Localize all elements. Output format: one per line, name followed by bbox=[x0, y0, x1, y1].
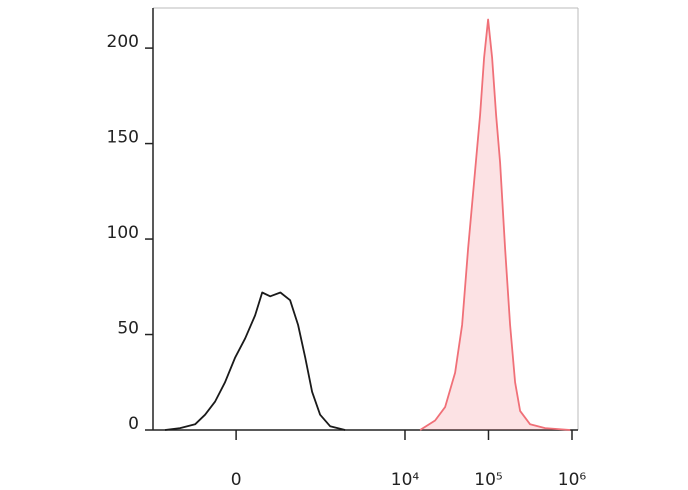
area-fill bbox=[420, 19, 571, 430]
y-tick-label: 0 bbox=[128, 414, 139, 434]
y-tick-label: 50 bbox=[117, 319, 139, 339]
x-tick-label: 0 bbox=[231, 470, 242, 490]
y-tick-label: 100 bbox=[107, 223, 139, 243]
x-tick-label: 10⁴ bbox=[391, 470, 420, 490]
x-tick-label: 10⁵ bbox=[474, 470, 502, 490]
y-tick-label: 200 bbox=[107, 32, 139, 52]
series-line bbox=[419, 18, 571, 431]
x-tick-label: 10⁶ bbox=[558, 470, 587, 490]
series-line bbox=[164, 291, 346, 431]
y-tick-label: 150 bbox=[107, 128, 139, 148]
